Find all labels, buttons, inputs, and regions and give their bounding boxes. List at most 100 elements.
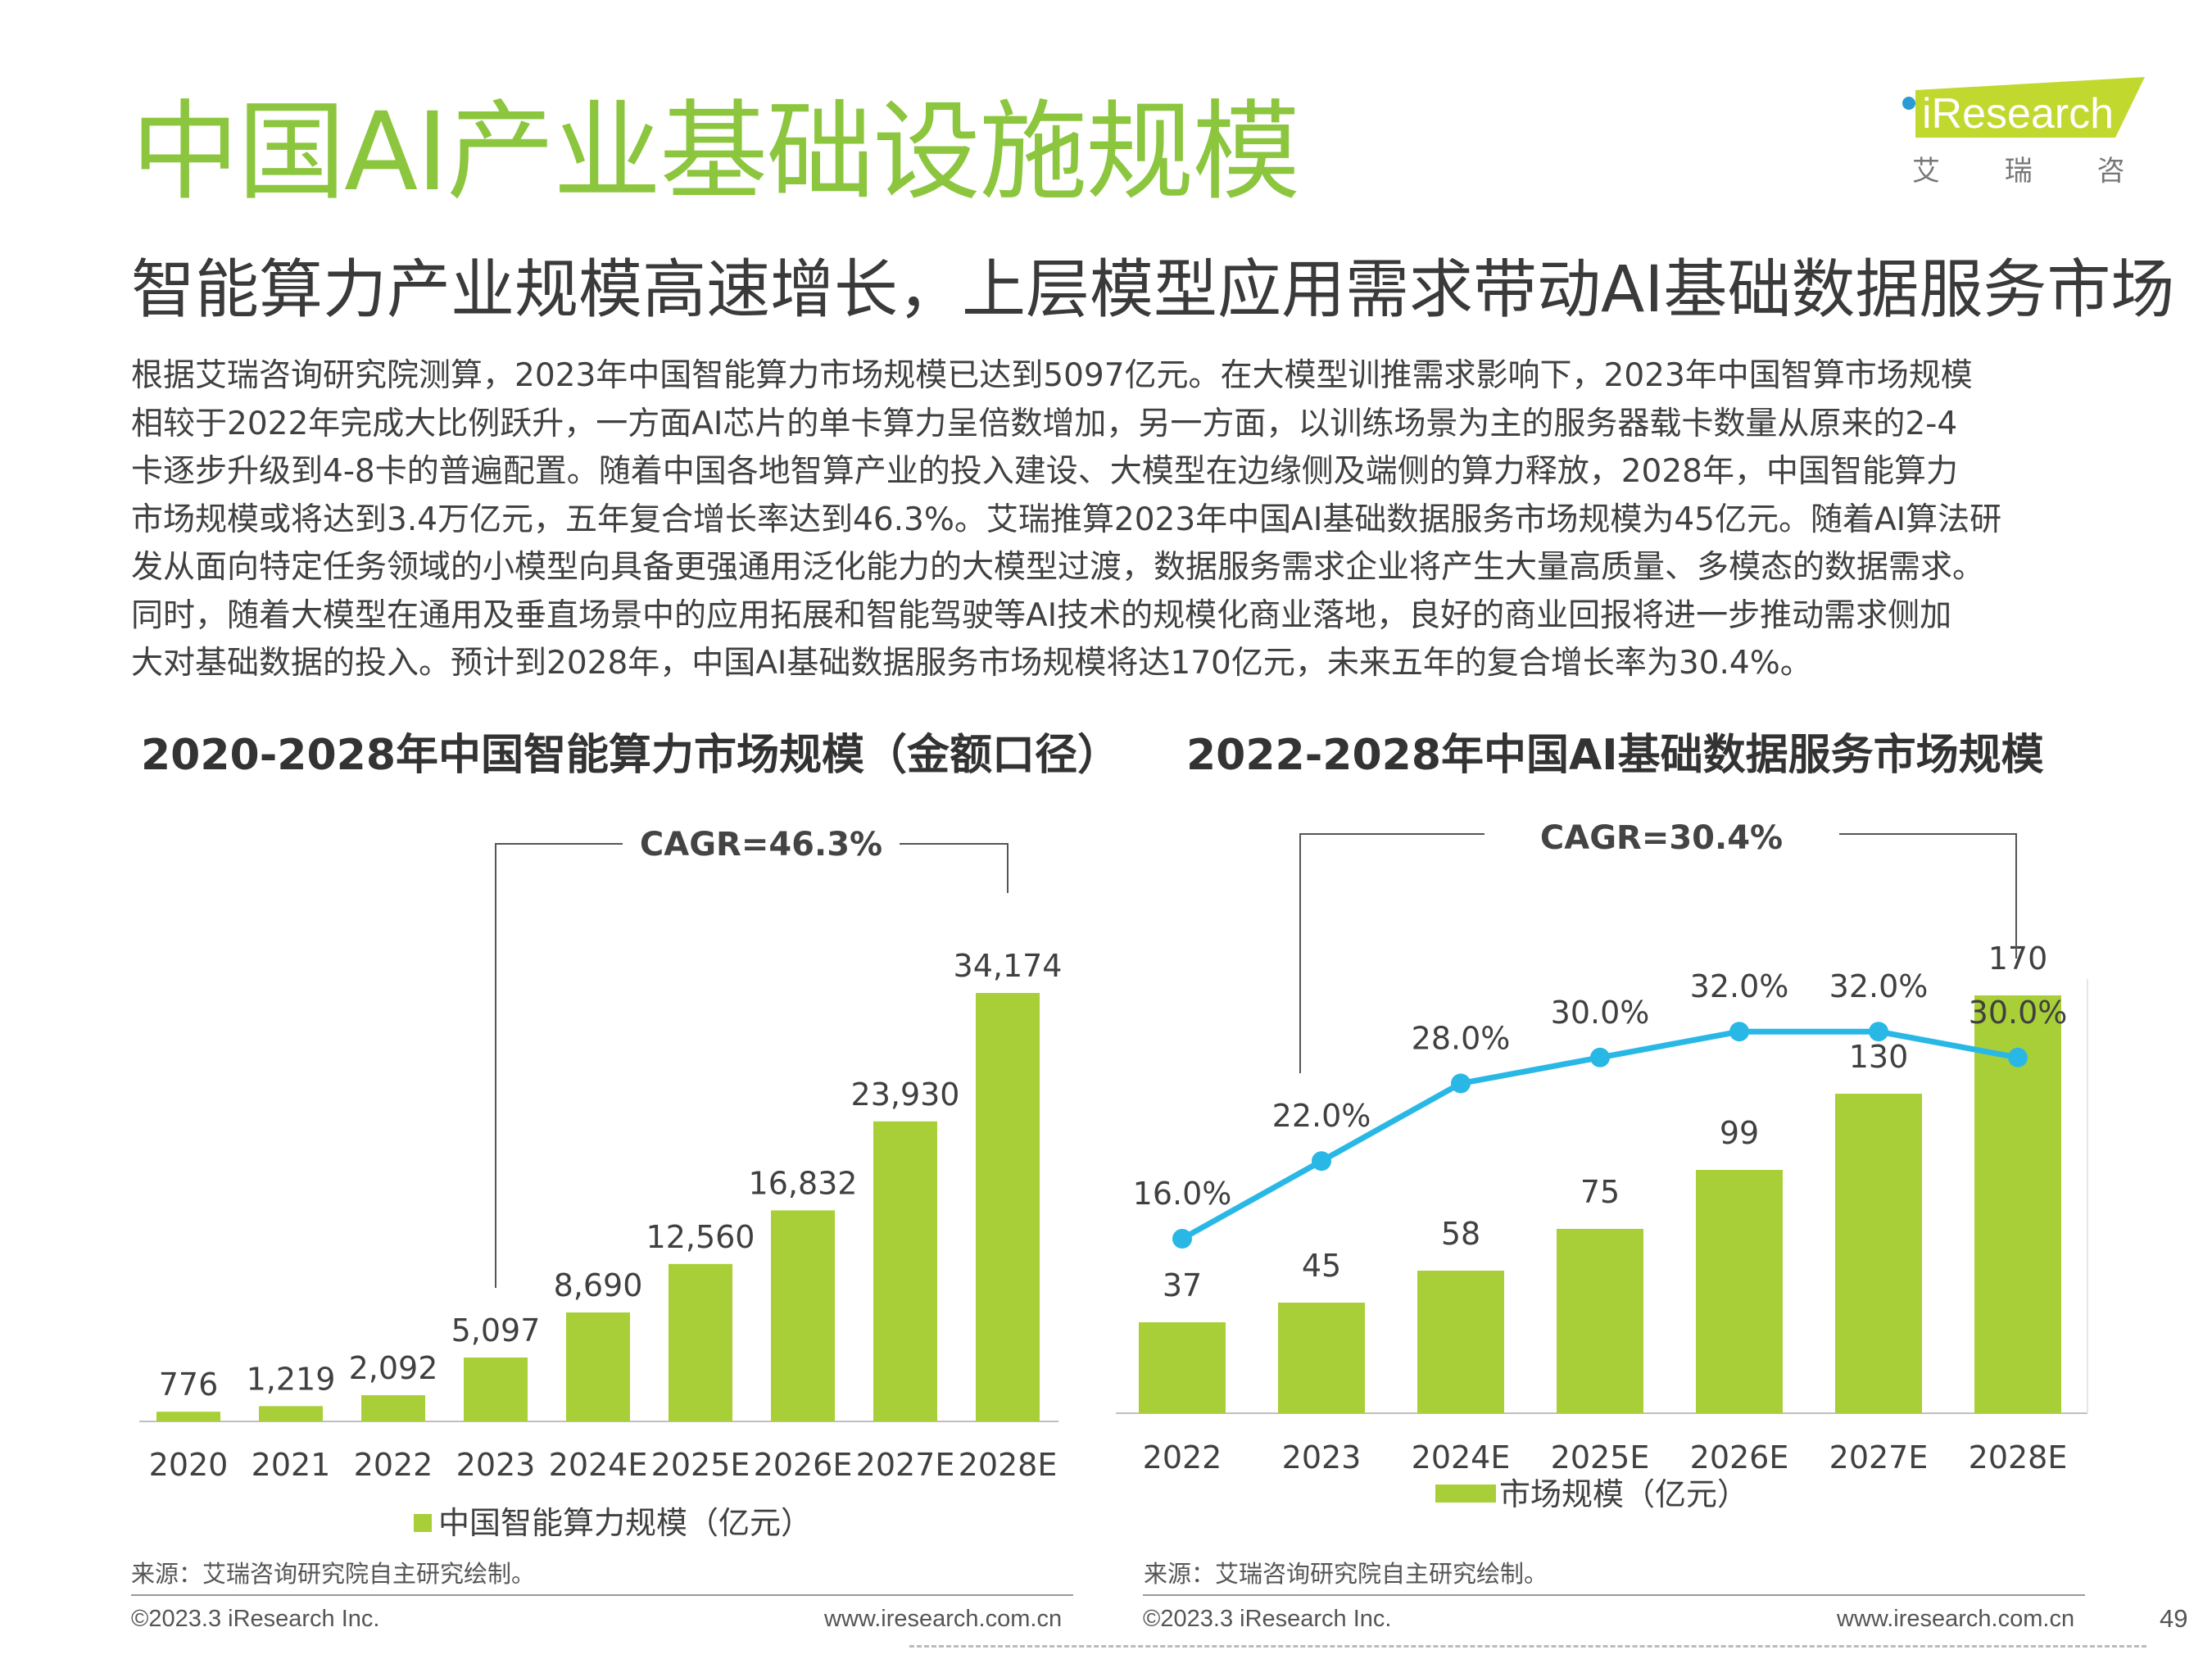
chart2-bar — [1835, 1094, 1922, 1413]
chart1-value-label: 8,690 — [554, 1267, 643, 1303]
footer-copyright-right: ©2023.3 iResearch Inc. — [1143, 1606, 1392, 1632]
chart1-category-label: 2023 — [456, 1447, 536, 1483]
chart2-bar — [1139, 1322, 1226, 1413]
chart1-title: 2020-2028年中国智能算力市场规模（金额口径） — [141, 731, 1121, 780]
paragraph-line: 市场规模或将达到3.4万亿元，五年复合增长率达到46.3%。艾瑞推算2023年中… — [131, 501, 2002, 538]
logo-badge — [1915, 77, 2145, 138]
chart2-bar — [1417, 1271, 1504, 1413]
paragraph-line: 相较于2022年完成大比例跃升，一方面AI芯片的单卡算力呈倍数增加，另一方面，以… — [131, 405, 1958, 442]
chart2-growth-point — [1451, 1073, 1471, 1094]
chart1-category-label: 2027E — [856, 1447, 955, 1483]
chart2-growth-label: 28.0% — [1412, 1020, 1511, 1056]
footer-website-left: www.iresearch.com.cn — [824, 1606, 1063, 1632]
chart2-cagr-bracket-right — [1839, 833, 2017, 959]
chart2-bar — [1696, 1170, 1783, 1413]
chart1-category-label: 2024E — [549, 1447, 648, 1483]
footer-website-right: www.iresearch.com.cn — [1837, 1606, 2075, 1632]
chart1-bar — [156, 1412, 220, 1421]
chart1-category-label: 2028E — [959, 1447, 1058, 1483]
chart2-growth-point — [2008, 1047, 2028, 1067]
chart2-category-label: 2025E — [1551, 1439, 1650, 1475]
chart1-category-label: 2020 — [149, 1447, 229, 1483]
page-number: 49 — [2160, 1604, 2188, 1633]
chart1-legend-swatch — [414, 1514, 432, 1532]
chart2-bar — [1557, 1229, 1643, 1413]
page-title: 中国AI产业基础设施规模 — [131, 89, 1300, 215]
bottom-dashed-rule — [909, 1645, 2146, 1648]
chart1-cagr-bracket-right — [900, 843, 1009, 893]
paragraph-line: 发从面向特定任务领域的小模型向具备更强通用泛化能力的大模型过渡，数据服务需求企业… — [131, 549, 1985, 586]
chart1-value-label: 16,832 — [749, 1165, 858, 1201]
chart1-bar — [873, 1121, 937, 1421]
chart2-growth-label: 22.0% — [1272, 1098, 1371, 1134]
chart2-growth-label: 30.0% — [1551, 995, 1650, 1031]
chart2-value-label: 130 — [1849, 1039, 1909, 1075]
logo-brand: iResearch — [1922, 90, 2114, 138]
summary-paragraph: 根据艾瑞咨询研究院测算，2023年中国智能算力市场规模已达到5097亿元。在大模… — [131, 352, 2114, 688]
chart2-cagr-bracket-left — [1299, 833, 1484, 1073]
chart1-value-label: 12,560 — [646, 1219, 755, 1255]
paragraph-line: 大对基础数据的投入。预计到2028年，中国AI基础数据服务市场规模将达170亿元… — [131, 645, 1812, 682]
chart2-value-label: 99 — [1720, 1115, 1759, 1151]
chart2-category-label: 2023 — [1282, 1439, 1362, 1475]
chart2-value-label: 45 — [1302, 1248, 1341, 1284]
source-note-left: 来源：艾瑞咨询研究院自主研究绘制。 — [131, 1560, 536, 1588]
source-note-right: 来源：艾瑞咨询研究院自主研究绘制。 — [1144, 1560, 1548, 1588]
chart1-bar — [566, 1312, 630, 1421]
chart2-category-label: 2027E — [1829, 1439, 1929, 1475]
chart2-value-label: 75 — [1580, 1174, 1620, 1210]
chart1-value-label: 34,174 — [954, 948, 1063, 984]
chart1-cagr-label: CAGR=46.3% — [640, 826, 882, 863]
chart2-growth-label: 32.0% — [1690, 968, 1789, 1004]
paragraph-line: 同时，随着大模型在通用及垂直场景中的应用拓展和智能驾驶等AI技术的规模化商业落地… — [131, 596, 1952, 634]
chart2-category-label: 2024E — [1412, 1439, 1511, 1475]
chart1-value-label: 5,097 — [451, 1312, 541, 1349]
iresearch-logo: iResearch 艾 瑞 咨 询 — [1902, 77, 2146, 188]
chart2-title: 2022-2028年中国AI基础数据服务市场规模 — [1186, 731, 2044, 780]
chart2-category-label: 2028E — [1969, 1439, 2068, 1475]
chart1-bar — [669, 1263, 732, 1421]
footer-divider-right — [1143, 1594, 2085, 1596]
chart2-bar — [1278, 1303, 1365, 1413]
chart1-bar — [771, 1210, 835, 1421]
footer-divider-left — [131, 1594, 1073, 1596]
chart1-value-label: 23,930 — [851, 1077, 960, 1113]
chart2-cagr-label: CAGR=30.4% — [1540, 819, 1783, 857]
chart1-category-label: 2022 — [354, 1447, 433, 1483]
chart1-bar — [361, 1394, 425, 1421]
chart1-cagr-bracket-left — [495, 843, 623, 1288]
paragraph-line: 卡逐步升级到4-8卡的普遍配置。随着中国各地智算产业的投入建设、大模型在边缘侧及… — [131, 453, 1958, 490]
chart2-value-label: 37 — [1163, 1267, 1202, 1303]
chart2-category-label: 2022 — [1143, 1439, 1222, 1475]
chart2-growth-point — [1869, 1022, 1888, 1042]
chart2-value-label: 170 — [1988, 941, 2048, 977]
chart2-value-label: 58 — [1441, 1216, 1480, 1252]
chart2-growth-label: 16.0% — [1133, 1176, 1232, 1212]
chart2-growth-label: 32.0% — [1829, 968, 1929, 1004]
chart1-value-label: 1,219 — [247, 1361, 336, 1397]
page-subtitle: 智能算力产业规模高速增长，上层模型应用需求带动AI基础数据服务市场 — [131, 253, 2175, 327]
chart2-legend-label: 市场规模（亿元） — [1499, 1476, 1748, 1512]
chart1-value-label: 2,092 — [349, 1350, 438, 1386]
chart1-category-label: 2026E — [754, 1447, 853, 1483]
chart2-growth-point — [1172, 1229, 1192, 1249]
chart1-bar — [259, 1406, 323, 1421]
paragraph-line: 根据艾瑞咨询研究院测算，2023年中国智能算力市场规模已达到5097亿元。在大模… — [131, 357, 1973, 394]
chart1-category-label: 2021 — [252, 1447, 331, 1483]
chart1-bar — [976, 993, 1040, 1421]
footer-copyright-left: ©2023.3 iResearch Inc. — [131, 1606, 380, 1632]
chart1-bar — [464, 1357, 528, 1421]
logo-i-stem — [1905, 115, 1914, 138]
chart1-legend-label: 中国智能算力规模（亿元） — [438, 1505, 812, 1541]
logo-dot — [1902, 97, 1915, 110]
chart2-growth-label: 30.0% — [1969, 995, 2068, 1031]
chart2-growth-point — [1590, 1047, 1610, 1067]
chart2-growth-point — [1312, 1151, 1331, 1172]
chart1-value-label: 776 — [159, 1367, 219, 1403]
chart2-category-label: 2026E — [1690, 1439, 1789, 1475]
logo-chinese: 艾 瑞 咨 询 — [1912, 155, 2146, 188]
chart1-category-label: 2025E — [651, 1447, 750, 1483]
chart2-growth-point — [1729, 1022, 1749, 1042]
chart2-legend-swatch — [1435, 1484, 1496, 1503]
